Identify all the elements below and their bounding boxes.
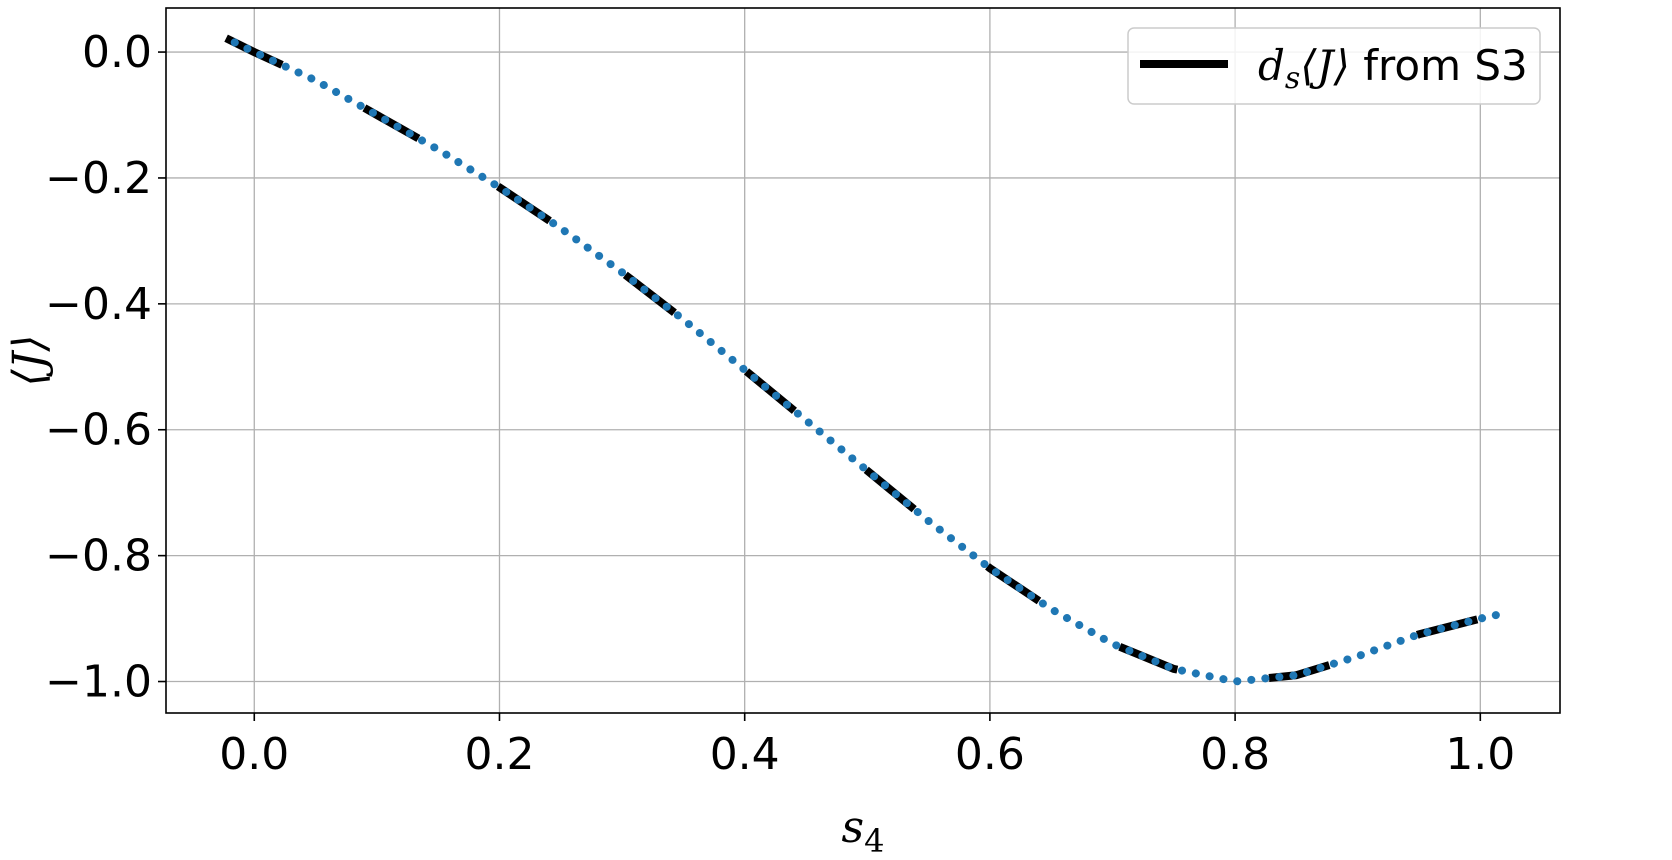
legend-label: ds⟨J⟩ from S3	[1258, 41, 1528, 96]
y-tick-label: −0.2	[45, 153, 152, 204]
y-axis-label: ⟨J⟩	[4, 335, 55, 387]
y-tick-label: −1.0	[45, 657, 152, 708]
y-tick-label: −0.6	[45, 405, 152, 456]
x-tick-label: 0.8	[1200, 729, 1270, 780]
x-ticks: 0.0 0.2 0.4 0.6 0.8 1.0	[219, 713, 1515, 780]
y-tick-label: 0.0	[82, 27, 152, 78]
legend-label-d: d	[1258, 41, 1285, 90]
x-tick-label: 1.0	[1445, 729, 1515, 780]
series-line-dotted	[222, 34, 1513, 686]
y-tick-label: −0.4	[45, 279, 152, 330]
y-ticks: 0.0 −0.2 −0.4 −0.6 −0.8 −1.0	[45, 27, 166, 708]
legend-label-subscript: s	[1285, 61, 1300, 96]
legend-label-j: ⟨J⟩	[1300, 41, 1350, 90]
x-tick-label: 0.2	[464, 729, 534, 780]
x-axis-label: s4	[842, 802, 885, 860]
plot-frame	[165, 7, 1561, 714]
x-tick-label: 0.4	[710, 729, 780, 780]
x-axis-label-main: s	[842, 802, 865, 853]
series-layer	[222, 34, 1513, 686]
legend-label-suffix: from S3	[1350, 41, 1528, 90]
y-tick-label: −0.8	[45, 531, 152, 582]
x-axis-label-subscript: 4	[864, 822, 884, 860]
x-tick-label: 0.0	[219, 729, 289, 780]
legend: ds⟨J⟩ from S3	[1127, 27, 1541, 105]
legend-box	[1127, 27, 1541, 105]
x-tick-label: 0.6	[955, 729, 1025, 780]
